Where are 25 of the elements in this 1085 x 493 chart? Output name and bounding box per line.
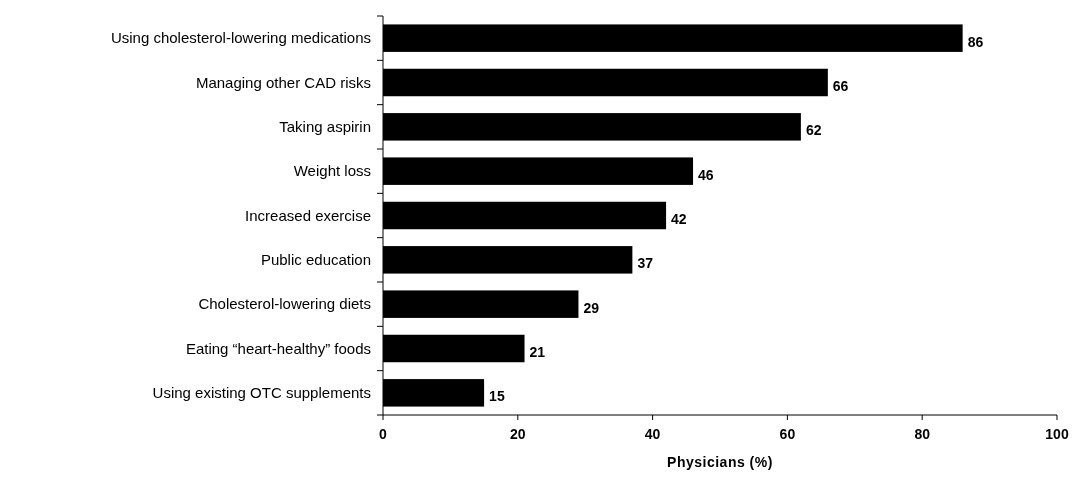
data-label: 46 <box>698 166 714 183</box>
y-tick-label: Eating “heart-healthy” foods <box>185 339 371 357</box>
y-tick-label: Using existing OTC supplements <box>152 384 371 402</box>
data-label: 29 <box>583 299 600 316</box>
x-tick-label: 40 <box>644 426 661 442</box>
x-tick-label: 60 <box>779 426 796 442</box>
data-label: 66 <box>832 77 849 94</box>
y-tick-label: Managing other CAD risks <box>195 73 371 91</box>
x-tick-label: 20 <box>510 426 526 442</box>
y-tick-label: Increased exercise <box>245 206 371 224</box>
y-tick-label: Taking aspirin <box>279 118 371 136</box>
data-label: 42 <box>671 210 687 227</box>
y-tick-label: Cholesterol-lowering diets <box>198 295 371 313</box>
data-label: 15 <box>489 388 505 405</box>
y-tick-label: Using cholesterol-lowering medications <box>110 29 371 47</box>
x-tick-label: 100 <box>1045 426 1069 442</box>
x-axis-title: Physicians (%) <box>667 454 773 470</box>
x-tick-label: 0 <box>379 426 388 442</box>
y-tick-label: Weight loss <box>293 162 371 180</box>
data-label: 21 <box>529 343 546 360</box>
y-tick-label: Public education <box>260 251 371 269</box>
data-label: 86 <box>967 33 984 50</box>
data-label: 37 <box>637 255 654 272</box>
x-tick-label: 80 <box>914 426 931 442</box>
data-label: 62 <box>805 122 822 139</box>
